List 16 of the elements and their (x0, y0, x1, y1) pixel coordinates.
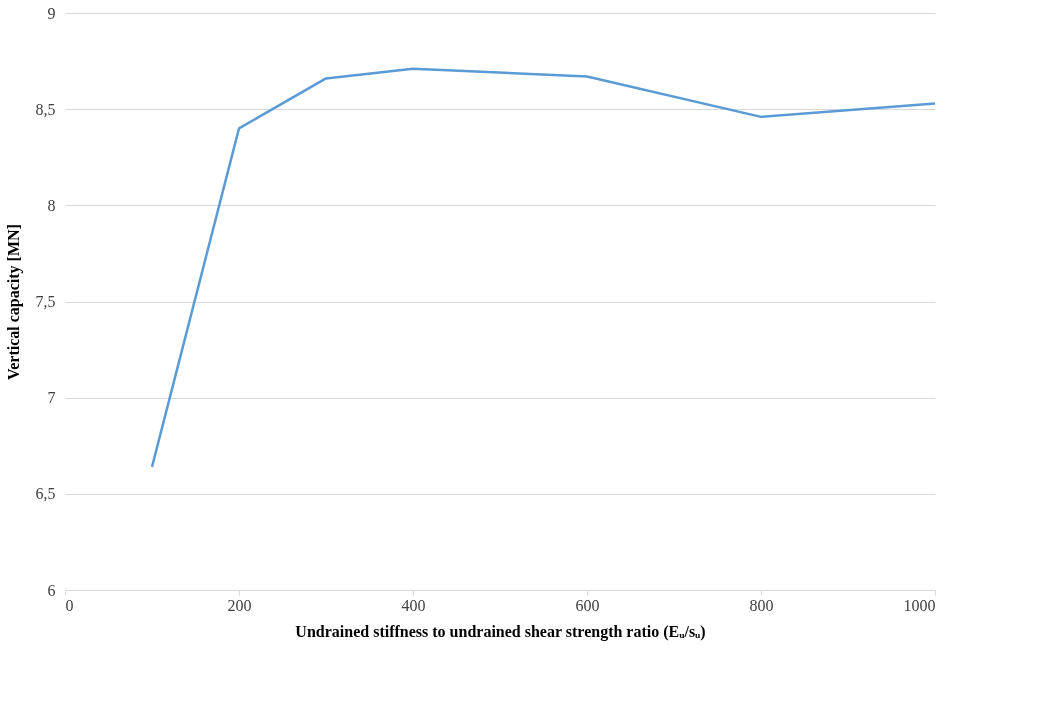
y-tick-label: 8,5 (35, 100, 56, 118)
y-tick-label: 7,5 (35, 293, 56, 310)
x-tick-label: 400 (401, 596, 426, 614)
x-tick-label: 600 (575, 596, 600, 614)
x-tick-label: 800 (749, 596, 774, 614)
line-series (150, 67, 937, 469)
x-tick-label: 1000 (903, 596, 936, 614)
x-tick-label: 0 (65, 596, 74, 614)
y-tick-label: 6 (47, 581, 56, 599)
y-tick-label: 9 (47, 4, 56, 22)
y-tick-label: 8 (47, 196, 56, 214)
y-tick-label: 7 (47, 389, 56, 407)
x-tick-label: 200 (227, 596, 252, 614)
y-tick-label: 6,5 (35, 485, 56, 503)
x-axis-title: Undrained stiffness to undrained shear strength ratio (Eᵤ/sᵤ) (295, 622, 706, 641)
y-axis-title: Vertical capacity [MN] (4, 224, 23, 380)
